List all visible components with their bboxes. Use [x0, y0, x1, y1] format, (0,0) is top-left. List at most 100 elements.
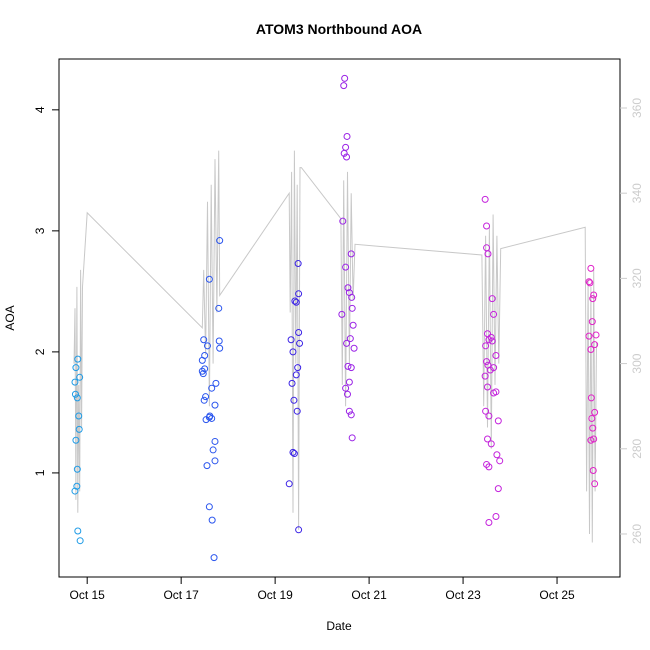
point: [587, 264, 595, 272]
point: [200, 336, 208, 344]
point: [591, 341, 599, 349]
point: [342, 263, 350, 271]
point: [484, 250, 492, 258]
point: [343, 339, 351, 347]
point: [342, 143, 350, 151]
point: [296, 339, 304, 347]
point: [347, 250, 355, 258]
point: [482, 342, 490, 350]
chart-title: ATOM3 Northbound AOA: [256, 21, 422, 37]
point: [492, 352, 500, 360]
y-axis-title: AOA: [3, 305, 17, 330]
point: [209, 446, 217, 454]
point: [487, 440, 495, 448]
point: [342, 384, 350, 392]
point: [490, 310, 498, 318]
point: [288, 379, 296, 387]
x-axis-title: Date: [326, 619, 352, 633]
point: [287, 336, 295, 344]
point: [483, 222, 491, 230]
x-tick-label: Oct 25: [539, 588, 575, 602]
point: [484, 330, 492, 338]
y-tick-label: 2: [33, 348, 47, 355]
line: [73, 150, 597, 543]
point: [294, 260, 302, 268]
point: [210, 554, 218, 562]
point: [592, 331, 600, 339]
point: [347, 364, 355, 372]
point: [208, 516, 216, 524]
point: [291, 297, 299, 305]
point: [484, 435, 492, 443]
point: [215, 337, 223, 345]
y-tick-label: 1: [33, 469, 47, 476]
x-tick-label: Oct 19: [257, 588, 293, 602]
point: [345, 407, 353, 415]
point: [587, 394, 595, 402]
point: [585, 332, 593, 340]
point: [591, 480, 599, 488]
point: [591, 408, 599, 416]
point: [340, 149, 348, 157]
point: [496, 457, 504, 465]
point: [481, 372, 489, 380]
y2-tick-label: 260: [630, 524, 644, 544]
point: [295, 526, 303, 534]
point: [589, 295, 597, 303]
point: [72, 436, 80, 444]
point: [202, 393, 210, 401]
point: [349, 321, 357, 329]
point: [343, 390, 351, 398]
point: [343, 153, 351, 161]
point: [295, 290, 303, 298]
point: [71, 487, 79, 495]
point: [338, 310, 346, 318]
point: [587, 436, 595, 444]
point: [216, 237, 224, 245]
point: [488, 295, 496, 303]
point: [211, 437, 219, 445]
point: [215, 304, 223, 312]
point: [294, 364, 302, 372]
point: [200, 396, 208, 404]
point: [487, 333, 495, 341]
point: [208, 384, 216, 392]
point: [292, 298, 300, 306]
point: [76, 373, 84, 381]
point: [216, 344, 224, 352]
point: [346, 335, 354, 343]
point: [345, 378, 353, 386]
point: [493, 451, 501, 459]
point: [585, 278, 593, 286]
plot-frame: [58, 58, 621, 578]
point: [205, 275, 213, 283]
point: [289, 448, 297, 456]
point: [292, 371, 300, 379]
point: [201, 365, 209, 373]
x-tick-label: Oct 17: [163, 588, 199, 602]
point: [482, 407, 490, 415]
point: [199, 370, 207, 378]
point: [290, 396, 298, 404]
point: [72, 364, 80, 372]
point: [347, 411, 355, 419]
point: [289, 348, 297, 356]
point: [293, 407, 301, 415]
y2-tick-label: 320: [630, 268, 644, 288]
y-tick-label: 4: [33, 106, 47, 113]
point: [587, 345, 595, 353]
point: [494, 417, 502, 425]
x-tick-label: Oct 15: [70, 588, 106, 602]
point: [344, 284, 352, 292]
point: [71, 378, 79, 386]
point: [348, 434, 356, 442]
point: [348, 304, 356, 312]
point: [485, 463, 493, 471]
point: [590, 291, 598, 299]
point: [73, 465, 81, 473]
point: [589, 424, 597, 432]
point: [588, 318, 596, 326]
point: [485, 336, 493, 344]
point: [203, 342, 211, 350]
